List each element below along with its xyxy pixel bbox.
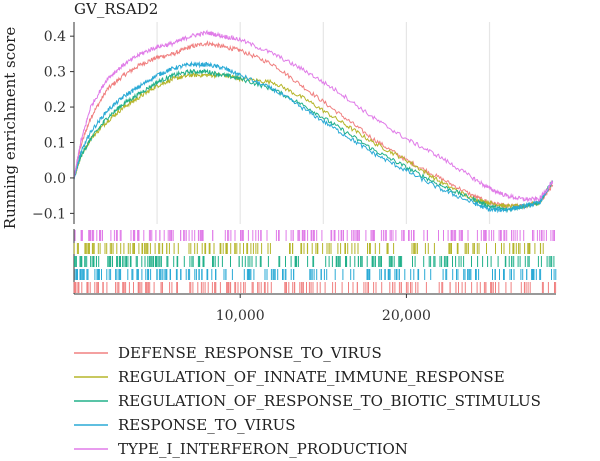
tick-labels: −0.1 0.0 0.1 0.2 0.3 0.4 10,000 20,000 — [32, 29, 431, 324]
series-line-regulation-of-response-to-biotic-stimulus — [73, 68, 554, 213]
legend-label: REGULATION_OF_RESPONSE_TO_BIOTIC_STIMULU… — [118, 392, 541, 410]
legend: DEFENSE_RESPONSE_TO_VIRUS REGULATION_OF_I… — [74, 344, 541, 458]
chart-title: GV_RSAD2 — [74, 0, 158, 18]
series-line-type-i-interferon-production — [73, 29, 554, 203]
y-tick-label: 0.4 — [44, 29, 66, 45]
enrichment-lines — [73, 29, 554, 214]
legend-label: DEFENSE_RESPONSE_TO_VIRUS — [118, 344, 382, 362]
series-line-response-to-virus — [73, 60, 553, 214]
y-axis-label: Running enrichment score — [1, 27, 19, 230]
x-tick-label: 10,000 — [216, 308, 265, 324]
y-tick-label: −0.1 — [32, 206, 66, 222]
y-tick-label: 0.0 — [44, 171, 66, 187]
legend-label: RESPONSE_TO_VIRUS — [118, 416, 296, 434]
y-tick-label: 0.2 — [44, 100, 66, 116]
y-tick-label: 0.3 — [44, 65, 66, 81]
x-tick-label: 20,000 — [382, 308, 431, 324]
legend-label: REGULATION_OF_INNATE_IMMUNE_RESPONSE — [118, 368, 505, 386]
legend-label: TYPE_I_INTERFERON_PRODUCTION — [118, 440, 408, 458]
y-tick-label: 0.1 — [44, 135, 66, 151]
hit-rug-panel — [73, 230, 557, 293]
